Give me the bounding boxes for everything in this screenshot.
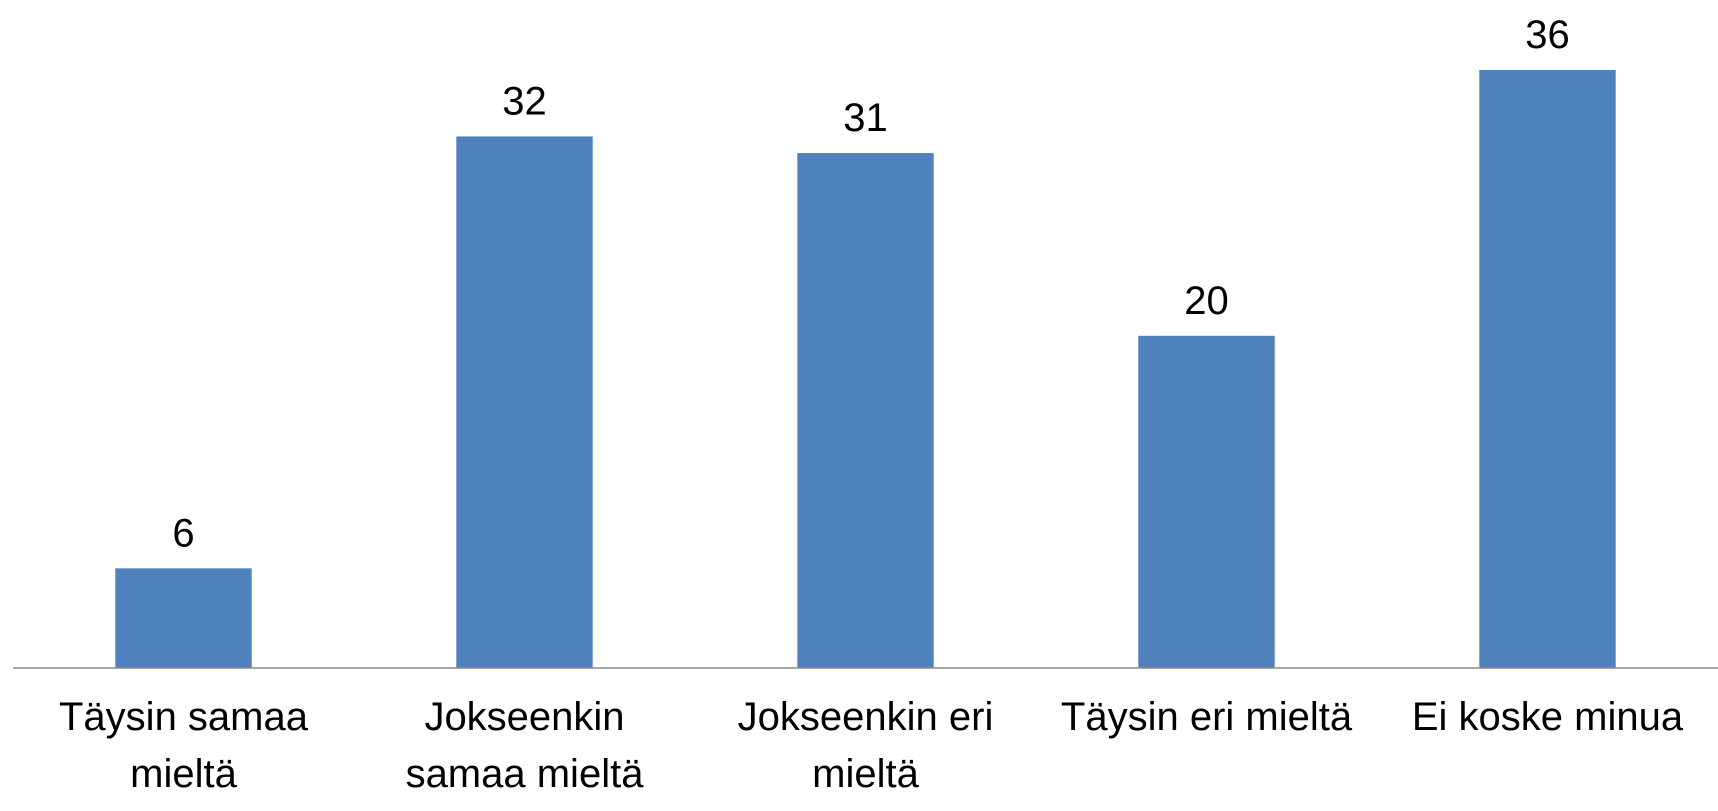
x-tick-label: Täysin samaa mieltä (59, 695, 309, 796)
data-label: 36 (1525, 13, 1570, 57)
x-tick-label: Ei koske minua (1412, 695, 1684, 739)
x-tick-label: Jokseenkin samaa mieltä (406, 695, 645, 796)
data-label: 31 (843, 96, 888, 140)
bar (1138, 335, 1275, 668)
bar (1479, 70, 1616, 668)
x-tick-label: Täysin eri mieltä (1061, 695, 1353, 739)
data-label: 20 (1184, 279, 1229, 323)
bar (115, 568, 252, 668)
data-label: 32 (502, 79, 547, 123)
bar (456, 136, 593, 668)
bar (797, 153, 934, 669)
data-label: 6 (172, 511, 194, 555)
x-tick-label: Jokseenkin eri mieltä (738, 695, 994, 796)
